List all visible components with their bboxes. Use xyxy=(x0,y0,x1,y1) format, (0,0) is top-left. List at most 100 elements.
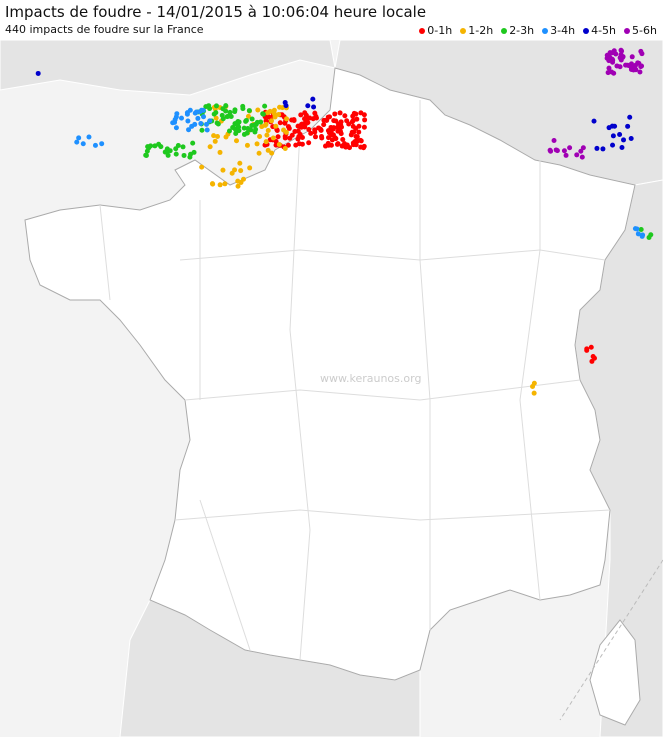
impact-dot xyxy=(361,112,367,118)
legend-item: 0-1h xyxy=(419,24,452,37)
impact-dot xyxy=(554,148,560,154)
impact-dot xyxy=(92,142,98,148)
impact-dot xyxy=(331,118,337,124)
impact-dot xyxy=(362,117,368,123)
watermark: www.keraunos.org xyxy=(320,372,421,385)
impact-dot xyxy=(238,168,244,174)
impact-dot xyxy=(276,112,282,118)
impact-dot xyxy=(186,127,192,133)
impact-dot xyxy=(180,144,186,150)
impact-dot xyxy=(634,226,640,232)
impact-dot xyxy=(227,109,233,115)
impact-dot xyxy=(297,124,303,130)
impact-dot xyxy=(189,123,195,129)
impact-dot xyxy=(259,124,265,130)
impact-dot xyxy=(265,147,271,153)
impact-dot xyxy=(600,146,606,152)
impact-dot xyxy=(223,108,229,114)
impact-dot xyxy=(199,164,205,170)
impact-dot xyxy=(156,141,162,147)
impact-dot xyxy=(293,142,299,148)
impact-dot xyxy=(273,123,279,129)
impact-dot xyxy=(190,140,196,146)
impact-dot xyxy=(347,145,353,151)
impact-dot xyxy=(594,145,600,151)
impact-dot xyxy=(338,131,344,137)
impact-dot xyxy=(214,133,220,139)
impact-dot xyxy=(282,145,288,151)
impact-dot xyxy=(607,50,613,56)
impact-dot xyxy=(609,57,615,63)
impact-dot xyxy=(179,115,185,121)
impact-dot xyxy=(646,234,652,240)
impact-dot xyxy=(222,181,228,187)
impact-dot xyxy=(563,152,569,158)
impact-dot xyxy=(255,107,261,113)
impact-dot xyxy=(567,145,573,151)
impact-dot xyxy=(188,151,194,157)
header: Impacts de foudre - 14/01/2015 à 10:06:0… xyxy=(0,0,663,40)
impact-dot xyxy=(623,62,629,68)
impact-dot xyxy=(639,51,645,57)
corsica xyxy=(589,619,641,726)
impact-dot xyxy=(311,104,317,110)
impact-dot xyxy=(286,125,292,131)
impact-dot xyxy=(277,120,283,126)
impact-dot xyxy=(307,115,313,121)
impact-dot xyxy=(215,121,221,127)
impact-dot xyxy=(283,103,289,109)
impact-dot xyxy=(302,110,308,116)
impact-dot xyxy=(232,109,238,115)
impact-dot xyxy=(580,145,586,151)
impact-dot xyxy=(302,116,308,122)
impact-dot xyxy=(240,103,246,109)
impact-dot xyxy=(252,122,258,128)
impact-dot xyxy=(591,118,597,124)
impact-dot xyxy=(531,390,537,396)
legend-item: 5-6h xyxy=(624,24,657,37)
impact-dot xyxy=(331,125,337,131)
impact-dot xyxy=(306,127,312,133)
impact-dot xyxy=(588,344,594,350)
legend: 0-1h 1-2h 2-3h 3-4h 4-5h 5-6h xyxy=(419,24,657,37)
impact-dot xyxy=(211,111,217,117)
impact-dot xyxy=(574,152,580,158)
impact-dot xyxy=(306,140,312,146)
impact-dot xyxy=(635,60,641,66)
impact-dot xyxy=(235,183,241,189)
legend-item: 4-5h xyxy=(583,24,616,37)
subtitle: 440 impacts de foudre sur la France xyxy=(5,23,204,36)
impact-dot xyxy=(332,111,338,117)
impact-dot xyxy=(629,54,635,60)
impact-dot xyxy=(312,134,318,140)
impact-dot xyxy=(263,121,269,127)
impact-dot xyxy=(337,110,343,116)
impact-dot xyxy=(143,152,149,158)
impact-dot xyxy=(312,127,318,133)
impact-dot xyxy=(303,120,309,126)
impact-dot xyxy=(291,117,297,123)
impact-dot xyxy=(343,144,349,150)
impact-dot xyxy=(210,181,216,187)
department-borders xyxy=(99,100,611,661)
impact-dot xyxy=(578,148,584,154)
impact-dot xyxy=(547,147,553,153)
impact-dot xyxy=(223,103,229,109)
impact-dot xyxy=(579,154,585,160)
impact-dot xyxy=(346,121,352,127)
impact-dot xyxy=(233,131,239,137)
impact-dot xyxy=(217,149,223,155)
impact-dot xyxy=(217,182,223,188)
impact-dot xyxy=(260,111,266,117)
impact-dot xyxy=(340,137,346,143)
impact-dot xyxy=(356,123,362,129)
legend-label: 4-5h xyxy=(591,24,617,37)
legend-label: 1-2h xyxy=(468,24,494,37)
impact-dot xyxy=(244,142,250,148)
impact-dot xyxy=(639,63,645,69)
impact-dot xyxy=(170,120,176,126)
impact-dot xyxy=(225,113,231,119)
impact-dot xyxy=(619,144,625,150)
impact-dot xyxy=(254,141,260,147)
